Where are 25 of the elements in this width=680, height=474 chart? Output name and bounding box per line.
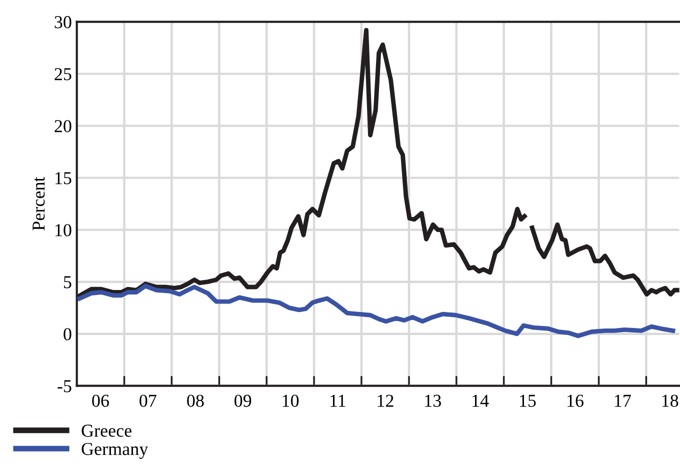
x-tick-label: 09	[234, 394, 252, 407]
x-tick-label: 14	[472, 394, 489, 407]
x-tick-label: 07	[140, 394, 156, 407]
y-tick-label: 5	[64, 276, 72, 288]
x-tick-label: 15	[520, 394, 536, 407]
x-tick-label: 12	[378, 394, 394, 407]
x-tick-label: 16	[568, 394, 584, 407]
x-tick-label: 08	[187, 394, 204, 407]
legend-label: Germany	[82, 442, 148, 459]
legend-label: Greece	[82, 424, 132, 437]
y-tick-label: 20	[54, 120, 72, 132]
x-tick-label: 17	[614, 394, 631, 407]
y-tick-label: 0	[64, 328, 72, 340]
x-tick-label: 10	[282, 394, 299, 407]
y-tick-label: 10	[56, 224, 72, 236]
line-series	[77, 284, 676, 338]
x-tick-label: 13	[425, 394, 441, 407]
y-tick-label: 30	[54, 16, 72, 28]
x-tick-label: 11	[330, 394, 346, 407]
y-axis-title: Percent	[32, 176, 45, 230]
x-tick-label: 06	[92, 394, 109, 407]
y-tick-label: 15	[56, 172, 72, 184]
y-tick-label: 25	[54, 68, 72, 80]
y-tick-label: -5	[58, 380, 72, 392]
x-tick-label: 18	[662, 394, 678, 407]
